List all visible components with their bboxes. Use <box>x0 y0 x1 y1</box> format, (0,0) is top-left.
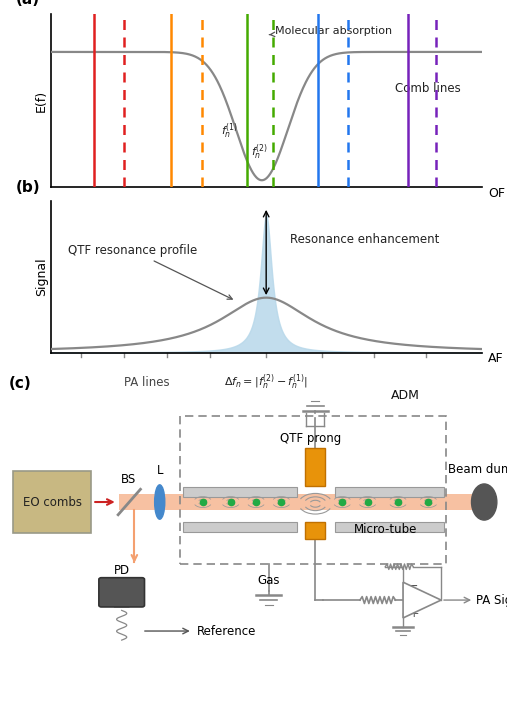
Bar <box>183 486 297 497</box>
Text: ADM: ADM <box>391 388 420 402</box>
Text: (a): (a) <box>16 0 41 7</box>
Text: +: + <box>408 607 419 620</box>
Text: AF: AF <box>488 352 504 365</box>
Text: $f_n^{(1)}$: $f_n^{(1)}$ <box>221 122 238 142</box>
Text: EO combs: EO combs <box>23 496 82 508</box>
Text: (c): (c) <box>9 376 32 391</box>
Bar <box>335 522 444 532</box>
Text: OF: OF <box>488 188 505 200</box>
Text: PD: PD <box>114 564 130 577</box>
Bar <box>183 522 297 532</box>
Text: $\Delta f_n=|f_n^{(2)}-f_n^{(1)}|$: $\Delta f_n=|f_n^{(2)}-f_n^{(1)}|$ <box>224 373 308 392</box>
Text: Resonance enhancement: Resonance enhancement <box>290 233 439 246</box>
Ellipse shape <box>472 484 497 520</box>
Bar <box>119 494 472 510</box>
Text: QTF resonance profile: QTF resonance profile <box>68 244 232 299</box>
Text: Molecular absorption: Molecular absorption <box>269 26 392 37</box>
Text: Reference: Reference <box>197 625 256 637</box>
Text: (b): (b) <box>16 180 41 195</box>
Text: Micro-tube: Micro-tube <box>354 523 417 536</box>
Text: BS: BS <box>121 473 136 486</box>
Text: −: − <box>408 580 419 593</box>
Bar <box>305 448 325 486</box>
Y-axis label: E(f): E(f) <box>35 90 48 111</box>
Y-axis label: Signal: Signal <box>35 257 48 296</box>
Text: L: L <box>157 465 163 477</box>
Text: Gas: Gas <box>258 574 280 587</box>
Ellipse shape <box>155 485 165 519</box>
Text: $f_n^{(2)}$: $f_n^{(2)}$ <box>251 142 268 162</box>
Text: PA waves: PA waves <box>107 243 162 255</box>
Text: QTF prong: QTF prong <box>280 431 341 445</box>
Text: PA lines: PA lines <box>124 376 169 389</box>
Bar <box>335 486 444 497</box>
Text: Comb lines: Comb lines <box>395 82 461 95</box>
Polygon shape <box>403 582 441 618</box>
Text: PA Signal: PA Signal <box>476 594 507 606</box>
FancyBboxPatch shape <box>13 471 91 533</box>
FancyBboxPatch shape <box>99 577 144 607</box>
Polygon shape <box>114 596 129 607</box>
Text: Beam dump: Beam dump <box>448 462 507 476</box>
Bar <box>305 522 325 539</box>
